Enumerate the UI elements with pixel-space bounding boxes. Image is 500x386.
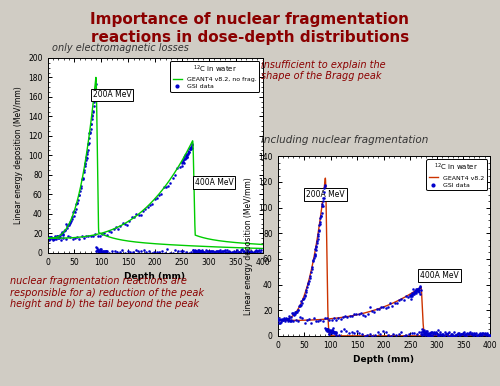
Y-axis label: Linear energy deposition (MeV/mm): Linear energy deposition (MeV/mm) [244, 177, 252, 315]
Text: including nuclear fragmentation: including nuclear fragmentation [261, 135, 428, 145]
Text: Importance of nuclear fragmentation
reactions in dose-depth distributions: Importance of nuclear fragmentation reac… [90, 12, 409, 45]
Text: only electromagnetic losses: only electromagnetic losses [52, 43, 190, 53]
Y-axis label: Linear energy deposition (MeV/mm): Linear energy deposition (MeV/mm) [14, 86, 22, 224]
Text: 400A MeV: 400A MeV [420, 271, 459, 280]
Text: 200A MeV: 200A MeV [306, 190, 344, 199]
Legend: GEANT4 v8.2, GSI data: GEANT4 v8.2, GSI data [426, 159, 487, 190]
Text: 400A MeV: 400A MeV [195, 178, 234, 187]
Text: 200A MeV: 200A MeV [92, 90, 132, 100]
X-axis label: Depth (mm): Depth (mm) [353, 355, 414, 364]
X-axis label: Depth (mm): Depth (mm) [124, 272, 186, 281]
Text: nuclear fragmentation reactions are
responsible for a) reduction of the peak
hei: nuclear fragmentation reactions are resp… [10, 276, 204, 309]
Text: insufficient to explain the
shape of the Bragg peak: insufficient to explain the shape of the… [261, 60, 386, 81]
Legend: GEANT4 v8.2, no frag., GSI data: GEANT4 v8.2, no frag., GSI data [170, 61, 260, 92]
